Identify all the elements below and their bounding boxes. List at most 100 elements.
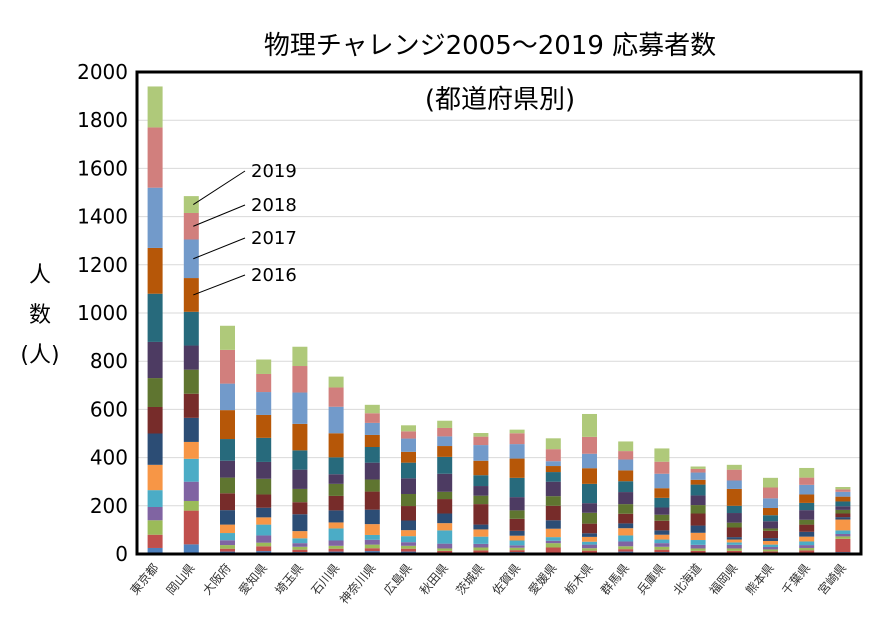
bar-segment — [545, 505, 561, 521]
bar-segment — [183, 458, 199, 482]
bar-segment — [835, 506, 851, 510]
bar-segment — [328, 387, 344, 407]
bar-segment — [582, 453, 597, 469]
bar-segment — [690, 484, 706, 496]
bar-segment — [401, 548, 416, 552]
bar-segment — [582, 536, 597, 542]
bar-segment — [437, 513, 453, 524]
bar-segment — [726, 550, 742, 553]
bar-segment — [726, 505, 742, 514]
bar-segment — [401, 451, 416, 463]
bar-segment — [509, 518, 525, 531]
bar-segment — [545, 528, 561, 538]
bar-segment — [582, 523, 597, 534]
bar-segment — [835, 509, 851, 514]
y-tick-label: 1200 — [77, 253, 128, 277]
annotation-leader — [193, 204, 246, 227]
bar-segment — [473, 475, 489, 487]
bar-segment — [292, 346, 308, 367]
bar-segment — [437, 530, 453, 544]
bar-segment — [726, 464, 742, 470]
bar-segment — [582, 548, 597, 551]
bar-segment — [582, 544, 597, 549]
bar-segment — [220, 548, 235, 552]
bar-segment — [364, 534, 380, 540]
bar-segment — [437, 420, 453, 428]
bar-segment — [292, 543, 308, 547]
bar-segment — [401, 520, 416, 531]
bar-segment — [799, 545, 815, 548]
bar-segment — [473, 547, 489, 551]
bar-segment — [799, 541, 815, 546]
x-tick-label: 熊本県 — [742, 560, 777, 597]
bar-segment — [799, 524, 815, 532]
bar-segment — [618, 459, 634, 471]
annotation-label: 2018 — [251, 195, 297, 216]
bar-segment — [473, 529, 489, 537]
bar-segment — [654, 514, 670, 521]
bar-segment — [509, 545, 525, 548]
bar-segment — [328, 510, 344, 523]
bar-segment — [509, 550, 525, 553]
bar-segment — [763, 547, 778, 550]
bar-segment — [364, 422, 380, 435]
bar-segment — [763, 540, 778, 545]
bar-segment — [147, 378, 163, 407]
bar-segment — [726, 539, 742, 543]
bar-segment — [473, 486, 489, 496]
x-tick-label: 岡山県 — [164, 561, 198, 598]
bar-segment — [183, 544, 199, 554]
bar-segment — [256, 359, 272, 374]
bar-segment — [799, 531, 815, 537]
bar-segment — [256, 373, 272, 393]
bar-segment — [763, 487, 778, 499]
bar-segment — [437, 427, 453, 437]
y-axis-label-1: 人 — [29, 263, 51, 288]
bar-segment — [183, 510, 199, 545]
bar-segment — [545, 449, 561, 462]
bar-segment — [328, 495, 344, 511]
bar-segment — [545, 461, 561, 467]
bar-segment — [582, 541, 597, 545]
bar-segment — [328, 483, 344, 496]
bar-segment — [437, 446, 453, 457]
bar-segment — [763, 528, 778, 531]
bar-segment — [835, 491, 851, 497]
bar-segment — [473, 460, 489, 476]
x-tick-label: 千葉県 — [779, 561, 813, 598]
bar-segment — [763, 521, 778, 529]
bar-segment — [618, 513, 634, 524]
bar-segment — [401, 493, 416, 507]
bar-segment — [545, 547, 561, 553]
bar-segment — [183, 278, 199, 312]
bar-segment — [401, 545, 416, 549]
y-tick-label: 400 — [90, 446, 128, 470]
annotation-leader — [193, 274, 246, 296]
bar-segment — [256, 414, 272, 438]
bar-segment — [147, 341, 163, 379]
x-tick-label: 福岡県 — [706, 560, 741, 597]
bar-segment — [654, 488, 670, 498]
bar-segment — [726, 513, 742, 523]
bar-segment — [220, 325, 235, 350]
y-tick-label: 0 — [115, 542, 128, 566]
bar-segment — [256, 461, 272, 479]
bar-segment — [220, 439, 235, 461]
bar-segment — [401, 462, 416, 479]
bar-segment — [147, 534, 163, 548]
bar-segment — [364, 524, 380, 535]
x-tick-label: 愛知県 — [236, 561, 270, 598]
bar-segment — [473, 433, 489, 437]
bar-segment — [726, 522, 742, 528]
annotation-leader — [193, 237, 246, 260]
bar-segment — [292, 450, 308, 470]
bar-segment — [437, 436, 453, 447]
bar-segment — [763, 551, 778, 553]
bar-segment — [147, 433, 163, 465]
bar-segment — [401, 506, 416, 521]
bar-segment — [437, 499, 453, 514]
bar-segment — [401, 438, 416, 452]
bar-segment — [690, 468, 706, 473]
bar-segment — [654, 473, 670, 489]
bar-segment — [799, 494, 815, 503]
